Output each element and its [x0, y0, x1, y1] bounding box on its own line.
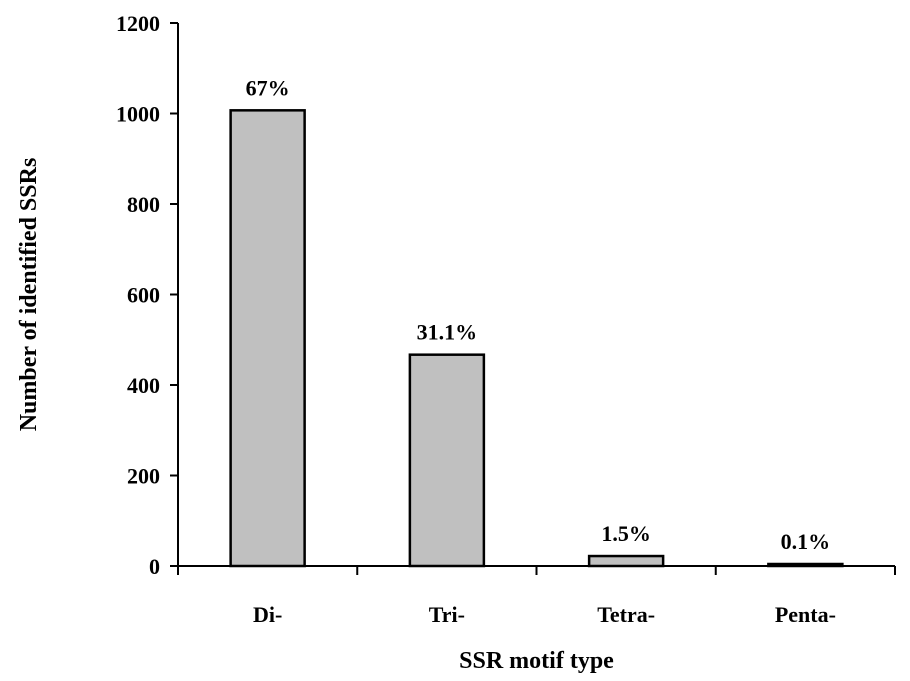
y-tick-label: 1000 — [116, 102, 160, 127]
bar — [408, 353, 486, 568]
y-axis-title: Number of identified SSRs — [16, 158, 42, 432]
x-tick-label: Tri- — [429, 602, 465, 627]
data-labels: 67% 31.1% 1.5% 0.1% — [246, 75, 831, 554]
x-axis-title: SSR motif type — [459, 648, 614, 674]
data-label: 0.1% — [781, 529, 831, 554]
x-tick-label: Di- — [253, 602, 282, 627]
y-tick-label: 0 — [149, 554, 160, 579]
y-tick-label: 400 — [127, 373, 160, 398]
data-label: 31.1% — [417, 320, 478, 345]
data-label: 67% — [246, 75, 290, 100]
data-label: 1.5% — [601, 521, 651, 546]
bar — [229, 109, 306, 568]
y-tick-label: 200 — [127, 464, 160, 489]
y-tick-label: 1200 — [116, 11, 160, 36]
x-tick-label: Penta- — [775, 602, 836, 627]
y-axis-ticks: 0 200 400 600 800 1000 1200 — [116, 11, 178, 579]
x-tick-label: Tetra- — [597, 602, 655, 627]
y-tick-label: 600 — [127, 283, 160, 308]
y-tick-label: 800 — [127, 192, 160, 217]
bars — [229, 109, 844, 568]
bar — [587, 554, 665, 568]
x-axis-ticks: Di- Tri- Tetra- Penta- — [177, 566, 896, 627]
